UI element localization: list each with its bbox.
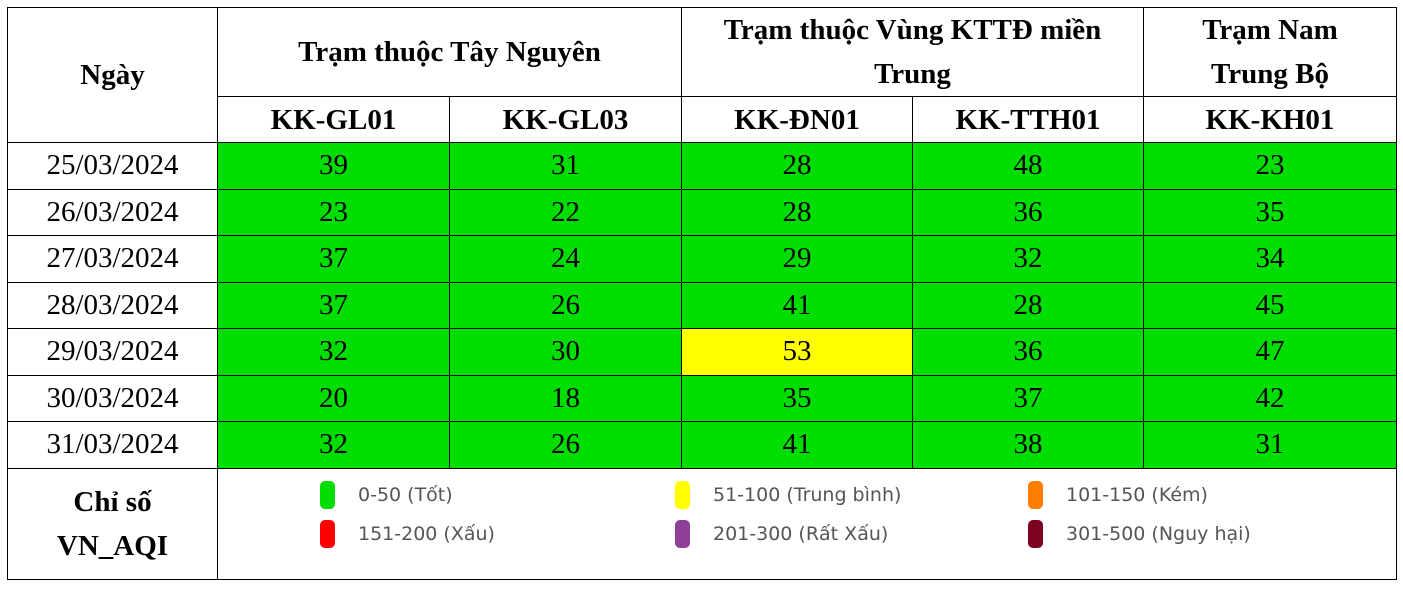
- legend-item: 201-300 (Rất Xấu): [675, 519, 889, 548]
- date-cell: 26/03/2024: [7, 188, 218, 236]
- aqi-value-cell: 31: [1143, 421, 1397, 469]
- date-cell: 31/03/2024: [7, 421, 218, 469]
- aqi-value-cell: 34: [1143, 235, 1397, 283]
- aqi-legend-title: Chỉ số VN_AQI: [7, 467, 218, 580]
- aqi-value-cell: 24: [449, 235, 682, 283]
- legend-item: 51-100 (Trung bình): [675, 480, 902, 509]
- aqi-value-cell: 28: [681, 142, 913, 190]
- table-row: 30/03/2024 20 18 35 37 42: [7, 374, 1397, 422]
- aqi-value-cell: 32: [912, 235, 1144, 283]
- aqi-value-cell: 28: [912, 281, 1144, 329]
- aqi-value-cell: 26: [449, 281, 682, 329]
- legend-swatch-icon: [1028, 519, 1043, 548]
- date-cell: 25/03/2024: [7, 142, 218, 190]
- legend-swatch-icon: [675, 480, 690, 509]
- legend-swatch-icon: [320, 519, 335, 548]
- aqi-value-cell: 38: [912, 421, 1144, 469]
- legend-label: 151-200 (Xấu): [358, 522, 495, 545]
- station-header: KK-ĐN01: [681, 96, 913, 143]
- aqi-value-cell: 37: [912, 374, 1144, 422]
- table-row: 27/03/2024 37 24 29 32 34: [7, 235, 1397, 283]
- aqi-value-cell: 32: [217, 328, 450, 376]
- table-row: 26/03/2024 23 22 28 36 35: [7, 188, 1397, 236]
- table-row: 25/03/2024 39 31 28 48 23: [7, 142, 1397, 190]
- group-header-nam-trung-bo: Trạm Nam Trung Bộ: [1143, 7, 1397, 97]
- aqi-value-cell: 35: [681, 374, 913, 422]
- legend-item: 301-500 (Nguy hại): [1028, 519, 1251, 548]
- legend-swatch-icon: [1028, 480, 1043, 509]
- aqi-value-cell: 18: [449, 374, 682, 422]
- aqi-table: Ngày Trạm thuộc Tây Nguyên Trạm thuộc Vù…: [7, 7, 1397, 580]
- date-cell: 28/03/2024: [7, 281, 218, 329]
- aqi-value-cell: 26: [449, 421, 682, 469]
- aqi-value-cell: 35: [1143, 188, 1397, 236]
- aqi-value-cell: 53: [681, 328, 913, 376]
- aqi-value-cell: 37: [217, 281, 450, 329]
- legend-label: 0-50 (Tốt): [358, 483, 453, 506]
- date-cell: 27/03/2024: [7, 235, 218, 283]
- aqi-title-line: Chỉ số: [73, 485, 152, 518]
- legend-item: 151-200 (Xấu): [320, 519, 495, 548]
- legend-label: 101-150 (Kém): [1066, 483, 1208, 506]
- legend-label: 301-500 (Nguy hại): [1066, 522, 1251, 545]
- aqi-value-cell: 31: [449, 142, 682, 190]
- aqi-value-cell: 42: [1143, 374, 1397, 422]
- aqi-value-cell: 37: [217, 235, 450, 283]
- aqi-value-cell: 41: [681, 421, 913, 469]
- station-header: KK-GL01: [217, 96, 450, 143]
- date-cell: 29/03/2024: [7, 328, 218, 376]
- group-header-kttd-mien-trung: Trạm thuộc Vùng KTTĐ miền Trung: [681, 7, 1144, 97]
- aqi-value-cell: 45: [1143, 281, 1397, 329]
- aqi-value-cell: 47: [1143, 328, 1397, 376]
- aqi-value-cell: 32: [217, 421, 450, 469]
- date-cell: 30/03/2024: [7, 374, 218, 422]
- legend-swatch-icon: [675, 519, 690, 548]
- group-header-tay-nguyen: Trạm thuộc Tây Nguyên: [217, 7, 682, 97]
- aqi-value-cell: 28: [681, 188, 913, 236]
- table-row: 31/03/2024 32 26 41 38 31: [7, 421, 1397, 469]
- aqi-value-cell: 20: [217, 374, 450, 422]
- aqi-value-cell: 39: [217, 142, 450, 190]
- aqi-title-line: VN_AQI: [56, 529, 169, 562]
- station-header: KK-GL03: [449, 96, 682, 143]
- aqi-value-cell: 23: [1143, 142, 1397, 190]
- aqi-value-cell: 41: [681, 281, 913, 329]
- station-header: KK-TTH01: [912, 96, 1144, 143]
- legend-item: 101-150 (Kém): [1028, 480, 1208, 509]
- aqi-value-cell: 29: [681, 235, 913, 283]
- legend-swatch-icon: [320, 480, 335, 509]
- date-header: Ngày: [7, 7, 218, 143]
- legend-label: 51-100 (Trung bình): [713, 483, 902, 506]
- aqi-value-cell: 48: [912, 142, 1144, 190]
- station-header: KK-KH01: [1143, 96, 1397, 143]
- table-row: 28/03/2024 37 26 41 28 45: [7, 281, 1397, 329]
- aqi-value-cell: 30: [449, 328, 682, 376]
- aqi-value-cell: 36: [912, 188, 1144, 236]
- aqi-value-cell: 36: [912, 328, 1144, 376]
- table-row: 29/03/2024 32 30 53 36 47: [7, 328, 1397, 376]
- aqi-value-cell: 23: [217, 188, 450, 236]
- aqi-legend: 0-50 (Tốt) 51-100 (Trung bình) 101-150 (Ké…: [217, 467, 1397, 580]
- aqi-value-cell: 22: [449, 188, 682, 236]
- legend-label: 201-300 (Rất Xấu): [713, 522, 889, 545]
- legend-item: 0-50 (Tốt): [320, 480, 453, 509]
